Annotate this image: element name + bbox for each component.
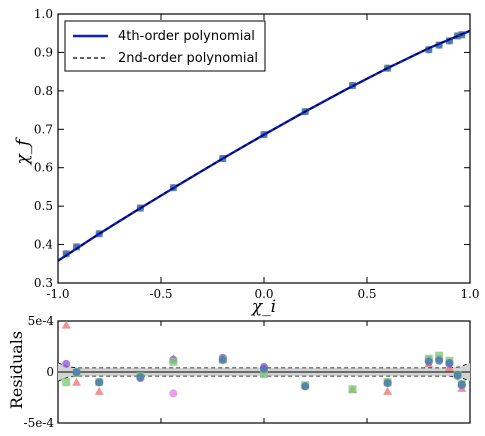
residual-point-square xyxy=(348,385,357,394)
residual-y-tick-label: 5e-4 xyxy=(28,314,55,328)
legend-label: 2nd-order polynomial xyxy=(118,51,258,66)
residual-point-circle xyxy=(301,382,310,391)
residual-point-circle xyxy=(169,389,178,398)
residual-point-circle xyxy=(72,368,81,376)
residual-point-triangle xyxy=(61,320,71,329)
residual-plot: -5e-4 0 5e-4 xyxy=(24,314,471,430)
y-tick-label: 0.4 xyxy=(34,238,53,252)
residual-point-square xyxy=(435,351,444,360)
residual-point-circle xyxy=(424,357,433,366)
y-tick-label: 0.8 xyxy=(34,84,53,98)
residual-point-circle xyxy=(62,359,71,368)
residual-point-triangle xyxy=(94,386,104,395)
y-tick-label: 0.7 xyxy=(34,122,53,136)
y-tick-label: 1.0 xyxy=(34,7,53,21)
x-tick-label: -0.5 xyxy=(149,287,172,301)
residual-point-circle xyxy=(453,371,462,380)
residual-point-circle xyxy=(457,380,466,389)
series-line-2nd-order xyxy=(57,29,471,262)
residual-point-square xyxy=(169,357,178,366)
residual-y-tick-label: -5e-4 xyxy=(24,416,55,430)
legend: 4th-order polynomial 2nd-order polynomial xyxy=(64,20,266,72)
residual-point-triangle xyxy=(383,386,393,395)
x-axis-label: χ_i xyxy=(251,297,276,317)
x-tick-label: -1.0 xyxy=(46,287,69,301)
y-tick-label: 0.6 xyxy=(34,161,53,175)
residual-point-square xyxy=(62,378,71,387)
legend-box xyxy=(64,20,266,72)
residual-point-square xyxy=(260,370,268,379)
residual-point-circle xyxy=(435,356,444,365)
main-plot: -1.0 -0.5 0.0 0.5 1.0 0.3 0.4 0.5 0.6 0.7 0.8 0.9 1.… xyxy=(34,7,480,301)
residual-point-circle xyxy=(136,373,145,382)
x-tick-label: 0.0 xyxy=(254,287,273,301)
residual-point-triangle xyxy=(72,377,82,386)
residual-point-circle xyxy=(260,364,268,373)
x-tick-label: 0.5 xyxy=(357,287,376,301)
y-tick-label: 0.9 xyxy=(34,45,53,59)
residual-point-circle xyxy=(445,358,454,367)
x-tick-label: 1.0 xyxy=(460,287,479,301)
residual-point-circle xyxy=(95,378,104,387)
residual-y-tick-label: 0 xyxy=(46,365,54,379)
residual-point-circle xyxy=(218,355,227,364)
y-tick-label: 0.5 xyxy=(34,199,53,213)
legend-label: 4th-order polynomial xyxy=(118,29,255,44)
residual-point-circle xyxy=(383,379,392,388)
y-tick-label: 0.3 xyxy=(34,276,53,290)
y-axis-label: χ_f xyxy=(13,137,33,166)
residuals-axis-label: Residuals xyxy=(7,331,26,409)
